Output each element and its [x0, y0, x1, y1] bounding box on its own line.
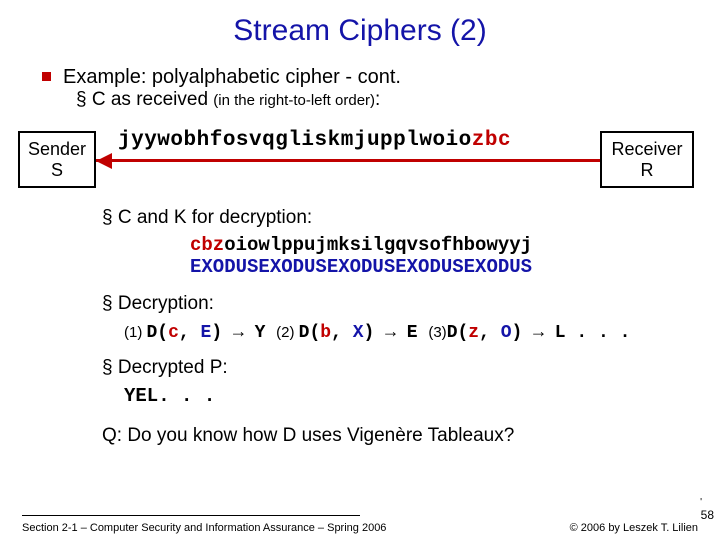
- dec-d1close: ): [211, 323, 233, 343]
- example-text: Example: polyalphabetic cipher - cont.: [63, 66, 401, 89]
- dec-arrow2: →: [385, 323, 396, 343]
- tick-mark: ': [700, 497, 702, 508]
- dec-arrow3: →: [533, 323, 544, 343]
- ck-label: § C and K for decryption:: [42, 207, 704, 229]
- dec-dots: . . .: [576, 323, 630, 343]
- c-received-line: § C as received (in the right-to-left or…: [42, 89, 704, 111]
- dec-d2close: ): [364, 323, 386, 343]
- dec-p2: (2): [276, 324, 299, 341]
- receiver-label-b: R: [641, 160, 654, 180]
- c-received-a: § C as received: [76, 89, 213, 110]
- dec-y: Y: [244, 323, 276, 343]
- dec-d1b: ,: [179, 323, 201, 343]
- footer-right: © 2006 by Leszek T. Lilien: [570, 522, 698, 534]
- sender-label-a: Sender: [28, 139, 86, 159]
- dec-p3: (3): [428, 324, 446, 341]
- receiver-box: Receiver R: [600, 131, 694, 188]
- question-line: Q: Do you know how D uses Vigenère Table…: [42, 425, 704, 447]
- arrow-line: [96, 159, 600, 162]
- dec-arrow1: →: [233, 323, 244, 343]
- slide-title: Stream Ciphers (2): [0, 0, 720, 66]
- footer-left: Section 2-1 – Computer Security and Info…: [22, 522, 386, 534]
- cipher-diagram: Sender S jyywobhfosvqgliskmjupplwoiozbc …: [18, 125, 704, 201]
- c-received-note: (in the right-to-left order): [213, 92, 375, 109]
- dec-p1: (1): [124, 324, 147, 341]
- dec-d2c: ,: [331, 323, 353, 343]
- arrow-head-icon: [96, 153, 112, 169]
- page-number: 58: [701, 508, 714, 522]
- dec-e1: E: [201, 323, 212, 343]
- example-bullet: Example: polyalphabetic cipher - cont.: [42, 66, 704, 89]
- ck-line1: cbzoiowlppujmksilgqvsofhbowyyj: [42, 235, 704, 257]
- bullet-icon: [42, 72, 51, 81]
- content-area: Example: polyalphabetic cipher - cont. §…: [0, 66, 720, 447]
- dec-l: L: [544, 323, 576, 343]
- cipher-red: zbc: [472, 129, 511, 152]
- dec-e2: E: [396, 323, 428, 343]
- cipher-stream: jyywobhfosvqgliskmjupplwoiozbc: [118, 129, 511, 152]
- receiver-label-a: Receiver: [611, 139, 682, 159]
- ck-line1-red: cbz: [190, 234, 224, 256]
- c-received-colon: :: [375, 89, 380, 110]
- dec-x: X: [353, 323, 364, 343]
- dec-o: O: [501, 323, 512, 343]
- dec-d3c: ,: [479, 323, 501, 343]
- dec-d2a: D(: [299, 323, 321, 343]
- decrypted-value: YEL. . .: [42, 385, 704, 407]
- ck-line2: EXODUSEXODUSEXODUSEXODUSEXODUS: [42, 257, 704, 279]
- decryption-label: § Decryption:: [42, 293, 704, 315]
- dec-d3close: ): [512, 323, 534, 343]
- dec-c: c: [168, 323, 179, 343]
- dec-d3a: D(: [447, 323, 469, 343]
- decryption-steps: (1) D(c, E) → Y (2) D(b, X) → E (3)D(z, …: [42, 321, 704, 343]
- dec-d1a: D(: [147, 323, 169, 343]
- ck-line1-rest: oiowlppujmksilgqvsofhbowyyj: [224, 234, 532, 256]
- sender-label-b: S: [51, 160, 63, 180]
- footer: Section 2-1 – Computer Security and Info…: [0, 522, 720, 534]
- cipher-black: jyywobhfosvqgliskmjupplwoio: [118, 129, 472, 152]
- sender-box: Sender S: [18, 131, 96, 188]
- footer-divider: [22, 515, 360, 516]
- dec-b: b: [320, 323, 331, 343]
- dec-z: z: [468, 323, 479, 343]
- decrypted-label: § Decrypted P:: [42, 357, 704, 379]
